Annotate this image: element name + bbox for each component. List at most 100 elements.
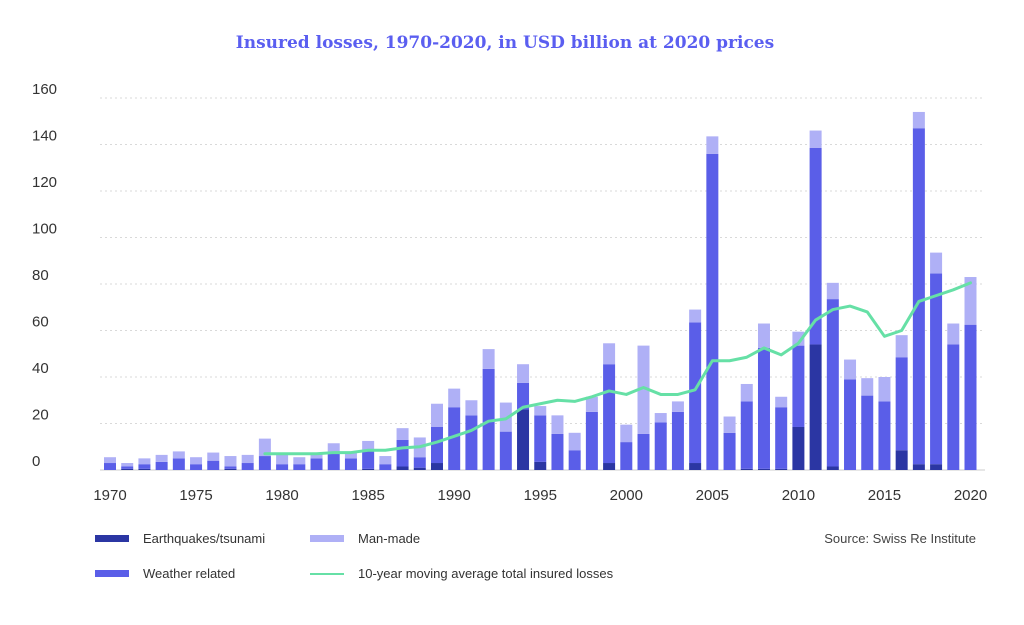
bar-1974-weather-related <box>172 458 185 470</box>
bar-1986-man-made <box>379 456 392 465</box>
bar-2020-man-made <box>964 277 977 325</box>
bar-2004-weather-related <box>689 322 702 464</box>
bar-2020-weather-related <box>964 324 977 470</box>
bar-1998-man-made <box>585 396 598 412</box>
legend-weather: Weather related <box>95 566 235 581</box>
bar-1999-earthquakes-tsunami <box>603 463 616 470</box>
y-tick-label: 60 <box>32 314 49 331</box>
bar-1972-man-made <box>138 458 151 465</box>
bar-2011-earthquakes-tsunami <box>809 344 822 470</box>
bar-2010-earthquakes-tsunami <box>792 426 805 470</box>
bar-2000-weather-related <box>620 442 633 470</box>
bar-1971-man-made <box>121 463 134 467</box>
bar-1970-weather-related <box>104 463 116 470</box>
x-tick-label: 2020 <box>954 487 987 504</box>
bar-2002-weather-related <box>654 422 667 470</box>
bar-1985-earthquakes-tsunami <box>362 468 375 470</box>
bar-2019-weather-related <box>947 344 960 470</box>
x-tick-label: 1980 <box>265 487 298 504</box>
bar-1996-man-made <box>551 415 564 434</box>
bar-1988-weather-related <box>413 457 426 468</box>
bar-2006-weather-related <box>723 432 736 470</box>
bar-1981-man-made <box>293 457 306 465</box>
bar-1981-weather-related <box>293 464 306 470</box>
y-tick-label: 0 <box>32 453 40 470</box>
bar-1975-man-made <box>190 457 203 465</box>
bar-2008-weather-related <box>757 347 770 469</box>
legend-swatch-weather <box>95 570 129 577</box>
legend-label-man-made: Man-made <box>358 531 421 546</box>
bar-1986-weather-related <box>379 464 392 470</box>
bar-2011-weather-related <box>809 147 822 345</box>
bar-1985-weather-related <box>362 451 375 469</box>
bar-1989-earthquakes-tsunami <box>430 463 443 470</box>
legend-label-earthquakes: Earthquakes/tsunami <box>143 531 266 546</box>
bar-1998-weather-related <box>585 411 598 470</box>
bar-2009-man-made <box>775 396 788 408</box>
bar-2005-weather-related <box>706 153 719 471</box>
x-tick-label: 1990 <box>438 487 471 504</box>
bar-2009-earthquakes-tsunami <box>775 468 788 470</box>
bar-1988-earthquakes-tsunami <box>413 467 426 470</box>
bar-2013-man-made <box>844 359 857 380</box>
bar-1995-man-made <box>534 406 547 416</box>
bar-2016-man-made <box>895 335 908 358</box>
x-tick-label: 2015 <box>868 487 901 504</box>
bar-2014-man-made <box>861 378 874 396</box>
bar-1977-earthquakes-tsunami <box>224 468 237 470</box>
bar-2007-man-made <box>740 383 753 402</box>
bar-1999-weather-related <box>603 364 616 464</box>
y-tick-label: 100 <box>32 221 57 238</box>
bar-2018-earthquakes-tsunami <box>930 464 943 470</box>
bar-1979-weather-related <box>258 456 271 470</box>
bar-1996-weather-related <box>551 433 564 470</box>
bars <box>104 111 977 471</box>
bar-1978-man-made <box>241 454 254 464</box>
x-tick-label: 2010 <box>782 487 815 504</box>
bar-2014-weather-related <box>861 395 874 470</box>
bar-2016-earthquakes-tsunami <box>895 450 908 470</box>
y-tick-label: 120 <box>32 174 57 191</box>
moving-average-polyline <box>263 281 972 456</box>
bar-2007-earthquakes-tsunami <box>740 468 753 470</box>
bar-1995-weather-related <box>534 415 547 462</box>
x-tick-label: 1995 <box>524 487 557 504</box>
bar-2012-man-made <box>826 282 839 300</box>
bar-1971-earthquakes-tsunami <box>121 468 134 470</box>
bar-1978-weather-related <box>241 463 254 470</box>
bar-2015-man-made <box>878 377 891 402</box>
bar-2002-man-made <box>654 413 667 423</box>
bar-1977-weather-related <box>224 466 237 469</box>
bar-1990-weather-related <box>448 407 461 470</box>
legend-swatch-moving-average <box>310 572 344 575</box>
bar-2006-man-made <box>723 416 736 433</box>
bar-1987-earthquakes-tsunami <box>396 466 409 470</box>
legend-man-made: Man-made <box>310 531 420 546</box>
bar-1980-man-made <box>276 452 289 465</box>
bar-1984-man-made <box>344 452 357 459</box>
y-tick-label: 160 <box>32 81 57 98</box>
bar-1979-man-made <box>258 438 271 457</box>
x-tick-label: 1985 <box>351 487 384 504</box>
bar-1991-weather-related <box>465 415 478 470</box>
bar-1995-earthquakes-tsunami <box>534 461 547 470</box>
bar-1972-earthquakes-tsunami <box>138 468 151 470</box>
bar-2009-weather-related <box>775 407 788 469</box>
bar-1997-weather-related <box>568 450 581 470</box>
bar-1976-weather-related <box>207 460 220 470</box>
bar-1989-weather-related <box>430 426 443 464</box>
x-tick-label: 2000 <box>610 487 643 504</box>
bar-2018-weather-related <box>930 273 943 465</box>
legend-swatch-man-made <box>310 535 344 542</box>
y-axis-labels: 0 20 40 60 80 100 120 140 160 <box>32 81 57 470</box>
bar-1972-weather-related <box>138 464 151 469</box>
bar-1991-man-made <box>465 400 478 416</box>
source-note: Source: Swiss Re Institute <box>824 531 976 546</box>
bar-2012-earthquakes-tsunami <box>826 466 839 470</box>
x-tick-label: 1970 <box>93 487 126 504</box>
moving-average-line <box>263 281 972 456</box>
bar-2010-man-made <box>792 331 805 346</box>
bar-2008-earthquakes-tsunami <box>757 468 770 470</box>
bar-2012-weather-related <box>826 299 839 467</box>
bar-1982-weather-related <box>310 458 323 470</box>
